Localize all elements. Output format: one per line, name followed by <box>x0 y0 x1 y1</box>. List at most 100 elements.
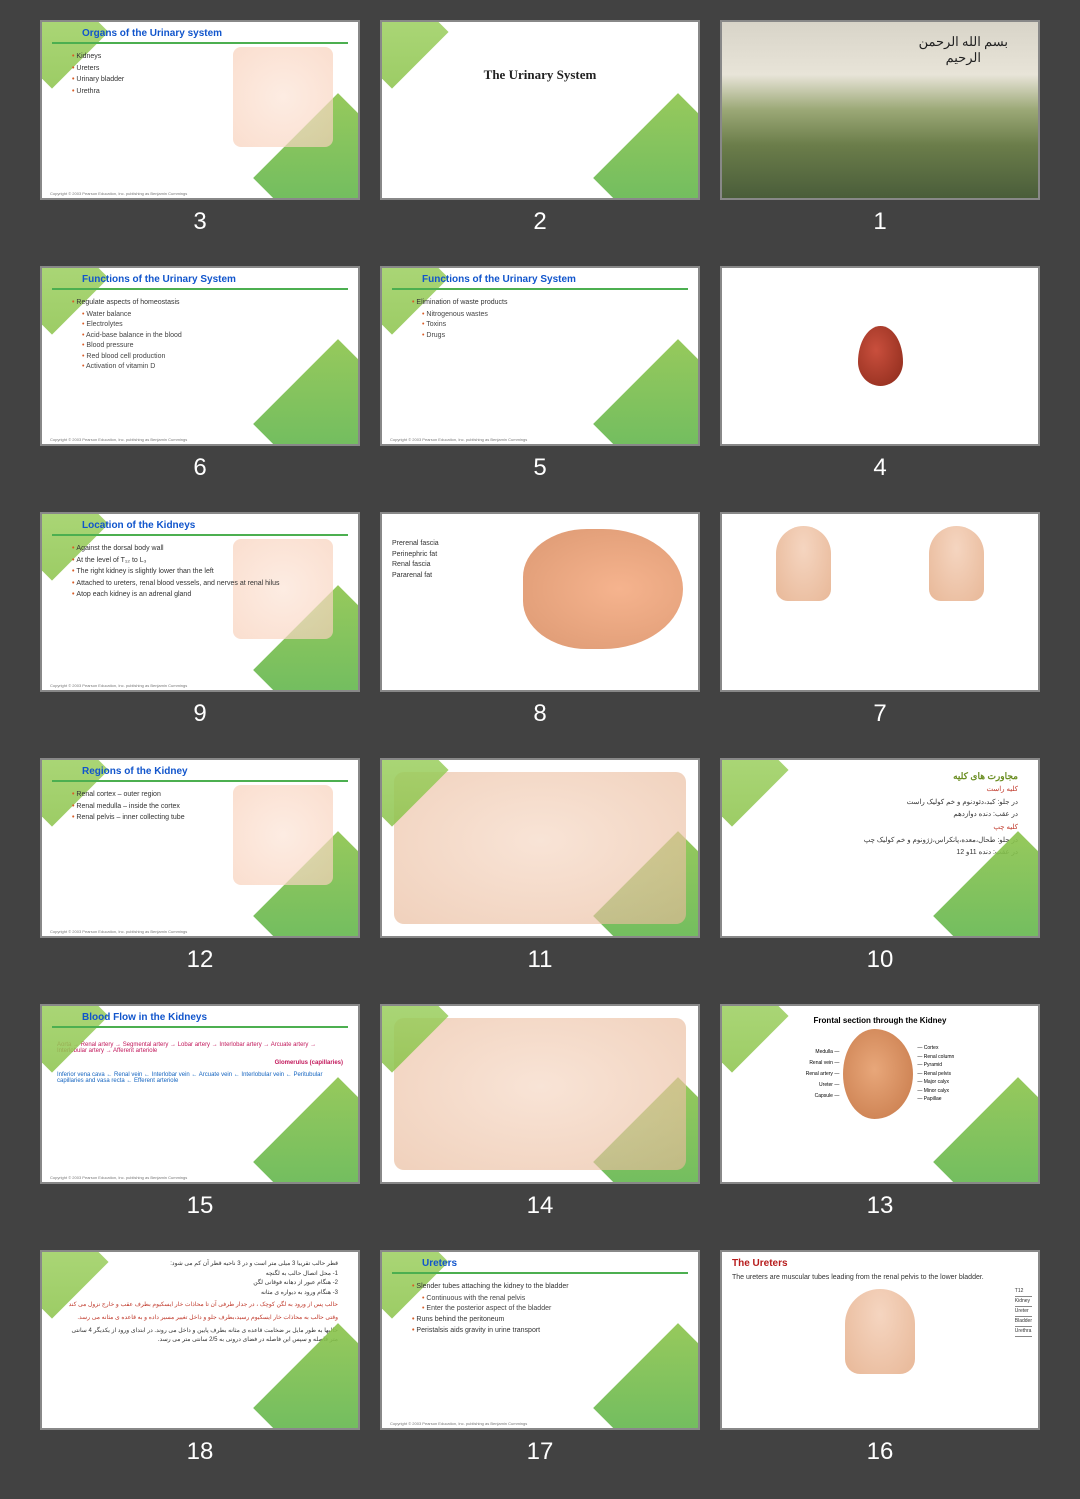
slide-number: 14 <box>527 1192 554 1220</box>
slide-thumbnail[interactable]: Prerenal fasciaPerinephric fatRenal fasc… <box>380 512 700 692</box>
slide-thumbnail[interactable]: Frontal section through the Kidney Medull… <box>720 1004 1040 1184</box>
slide-wrap[interactable]: قطر حالب تقریبا 3 میلی متر است و در 3 نا… <box>40 1250 360 1466</box>
slide-thumbnail[interactable]: بسم الله الرحمنالرحیم <box>720 20 1040 200</box>
sub-bullet: Nitrogenous wastes <box>422 310 668 321</box>
slide-thumbnail[interactable]: Regions of the Kidney Renal cortex – oute… <box>40 758 360 938</box>
slide-wrap[interactable]: 14 <box>380 1004 700 1220</box>
ureters-title: The Ureters <box>722 1252 1038 1271</box>
slide-grid: Organs of the Urinary systemKidneysUrete… <box>40 20 1040 1466</box>
slide-number: 1 <box>873 208 886 236</box>
slide-wrap[interactable]: 4 <box>720 266 1040 482</box>
sub-bullet: Water balance <box>82 310 328 321</box>
slide-number: 3 <box>193 208 206 236</box>
slide-wrap[interactable]: مجاورت های کلیهکلیه راستدر جلو: کبد،دئود… <box>720 758 1040 974</box>
anatomy-figure <box>394 772 686 924</box>
sub-bullet: Electrolytes <box>82 320 328 331</box>
flow-arterial: Aorta → Renal artery → Segmental artery … <box>57 1042 343 1054</box>
sub-bullet: Toxins <box>422 320 668 331</box>
farsi-line: 3- هنگام ورود به دیواره ی مثانه <box>62 1289 338 1299</box>
slide-thumbnail[interactable]: Functions of the Urinary SystemRegulate … <box>40 266 360 446</box>
farsi-line: حالبها به طور مایل بر ضخامت قاعده ی مثان… <box>62 1327 338 1346</box>
copyright: Copyright © 2003 Pearson Education, Inc.… <box>50 1175 187 1180</box>
bullet: Attached to ureters, renal blood vessels… <box>72 579 328 590</box>
flow-glomerulus: Glomerulus (capillaries) <box>57 1060 343 1066</box>
label: Bladder <box>1015 1317 1032 1327</box>
farsi-line: 1- محل اتصال حالب به لگنچه <box>62 1270 338 1280</box>
slide-number: 5 <box>533 454 546 482</box>
farsi-line: کلیه راست <box>742 784 1018 797</box>
slide-title: Ureters <box>392 1252 688 1274</box>
slide-thumbnail[interactable] <box>720 512 1040 692</box>
slide-wrap[interactable]: The UretersThe ureters are muscular tube… <box>720 1250 1040 1466</box>
slide-wrap[interactable]: 11 <box>380 758 700 974</box>
label: — Pyramid <box>917 1061 954 1070</box>
slide-title: Regions of the Kidney <box>52 760 348 782</box>
right-panel <box>883 522 1030 682</box>
copyright: Copyright © 2003 Pearson Education, Inc.… <box>390 437 527 442</box>
copyright: Copyright © 2003 Pearson Education, Inc.… <box>50 437 187 442</box>
slide-body: KidneysUretersUrinary bladderUrethra <box>42 48 358 102</box>
slide-wrap[interactable]: 7 <box>720 512 1040 728</box>
slide-number: 7 <box>873 700 886 728</box>
slide-number: 18 <box>187 1438 214 1466</box>
slide-wrap[interactable]: Blood Flow in the Kidneys Aorta → Renal a… <box>40 1004 360 1220</box>
slide-thumbnail[interactable]: مجاورت های کلیهکلیه راستدر جلو: کبد،دئود… <box>720 758 1040 938</box>
copyright: Copyright © 2003 Pearson Education, Inc.… <box>50 191 187 196</box>
slide-wrap[interactable]: بسم الله الرحمنالرحیم 1 <box>720 20 1040 236</box>
slide-wrap[interactable]: Regions of the Kidney Renal cortex – oute… <box>40 758 360 974</box>
label: Renal fascia <box>392 560 439 571</box>
slide-thumbnail[interactable]: Blood Flow in the Kidneys Aorta → Renal a… <box>40 1004 360 1184</box>
farsi-body: قطر حالب تقریبا 3 میلی متر است و در 3 نا… <box>42 1252 358 1354</box>
farsi-line: در عقب: دنده 11و 12 <box>742 847 1018 860</box>
bullet: Renal cortex – outer region <box>72 790 328 801</box>
torso-diagram <box>845 1289 915 1374</box>
farsi-red-line: حالب پس از ورود به لگن کوچک ، در جدار طر… <box>62 1301 338 1311</box>
label: Medulla — <box>806 1047 840 1058</box>
bullet: Renal pelvis – inner collecting tube <box>72 813 328 824</box>
slide-body: Against the dorsal body wallAt the level… <box>42 540 358 606</box>
label: Perinephric fat <box>392 550 439 561</box>
label: Ureter — <box>806 1080 840 1091</box>
slide-number: 17 <box>527 1438 554 1466</box>
slide-thumbnail[interactable]: The Urinary System <box>380 20 700 200</box>
slide-thumbnail[interactable]: UretersSlender tubes attaching the kidne… <box>380 1250 700 1430</box>
slide-thumbnail[interactable]: The UretersThe ureters are muscular tube… <box>720 1250 1040 1430</box>
label: Ureter <box>1015 1307 1032 1317</box>
sub-bullet: Blood pressure <box>82 341 328 352</box>
bullet: Against the dorsal body wall <box>72 544 328 555</box>
farsi-red-line: وقتی حالب به محاذات خار ایسکیوم رسید،بطر… <box>62 1314 338 1324</box>
slide-thumbnail[interactable]: قطر حالب تقریبا 3 میلی متر است و در 3 نا… <box>40 1250 360 1430</box>
slide-thumbnail[interactable] <box>720 266 1040 446</box>
slide-title: Blood Flow in the Kidneys <box>52 1006 348 1028</box>
presentation-title: The Urinary System <box>382 67 698 83</box>
slide-wrap[interactable]: UretersSlender tubes attaching the kidne… <box>380 1250 700 1466</box>
farsi-heading: مجاورت های کلیه <box>742 768 1018 784</box>
slide-wrap[interactable]: Frontal section through the Kidney Medull… <box>720 1004 1040 1220</box>
slide-number: 4 <box>873 454 886 482</box>
label: — Renal pelvis <box>917 1070 954 1079</box>
kidney-diagram <box>843 1029 913 1119</box>
anatomy-labels: T12KidneyUreterBladderUrethra <box>1015 1287 1032 1337</box>
anatomy-figure <box>394 1018 686 1170</box>
bullet: Regulate aspects of homeostasis <box>72 298 328 309</box>
slide-thumbnail[interactable]: Location of the KidneysAgainst the dorsa… <box>40 512 360 692</box>
slide-thumbnail[interactable]: Organs of the Urinary systemKidneysUrete… <box>40 20 360 200</box>
slide-number: 6 <box>193 454 206 482</box>
kidney-section: Medulla —Renal vein —Renal artery —Urete… <box>722 1025 1038 1123</box>
slide-wrap[interactable]: Prerenal fasciaPerinephric fatRenal fasc… <box>380 512 700 728</box>
left-labels: Medulla —Renal vein —Renal artery —Urete… <box>806 1047 840 1102</box>
slide-wrap[interactable]: Location of the KidneysAgainst the dorsa… <box>40 512 360 728</box>
farsi-line: در جلو: طحال،معده،پانکراس،ژژونوم و خم کو… <box>742 835 1018 848</box>
slide-wrap[interactable]: Functions of the Urinary SystemEliminati… <box>380 266 700 482</box>
slide-thumbnail[interactable] <box>380 758 700 938</box>
bullet: Peristalsis aids gravity in urine transp… <box>412 1326 668 1337</box>
slide-wrap[interactable]: Organs of the Urinary systemKidneysUrete… <box>40 20 360 236</box>
slide-wrap[interactable]: The Urinary System2 <box>380 20 700 236</box>
slide-wrap[interactable]: Functions of the Urinary SystemRegulate … <box>40 266 360 482</box>
label: Renal artery — <box>806 1069 840 1080</box>
flow-diagram: Aorta → Renal artery → Segmental artery … <box>42 1032 358 1100</box>
figure-title: Frontal section through the Kidney <box>722 1006 1038 1025</box>
farsi-line: کلیه چپ <box>742 822 1018 835</box>
slide-thumbnail[interactable]: Functions of the Urinary SystemEliminati… <box>380 266 700 446</box>
slide-thumbnail[interactable] <box>380 1004 700 1184</box>
